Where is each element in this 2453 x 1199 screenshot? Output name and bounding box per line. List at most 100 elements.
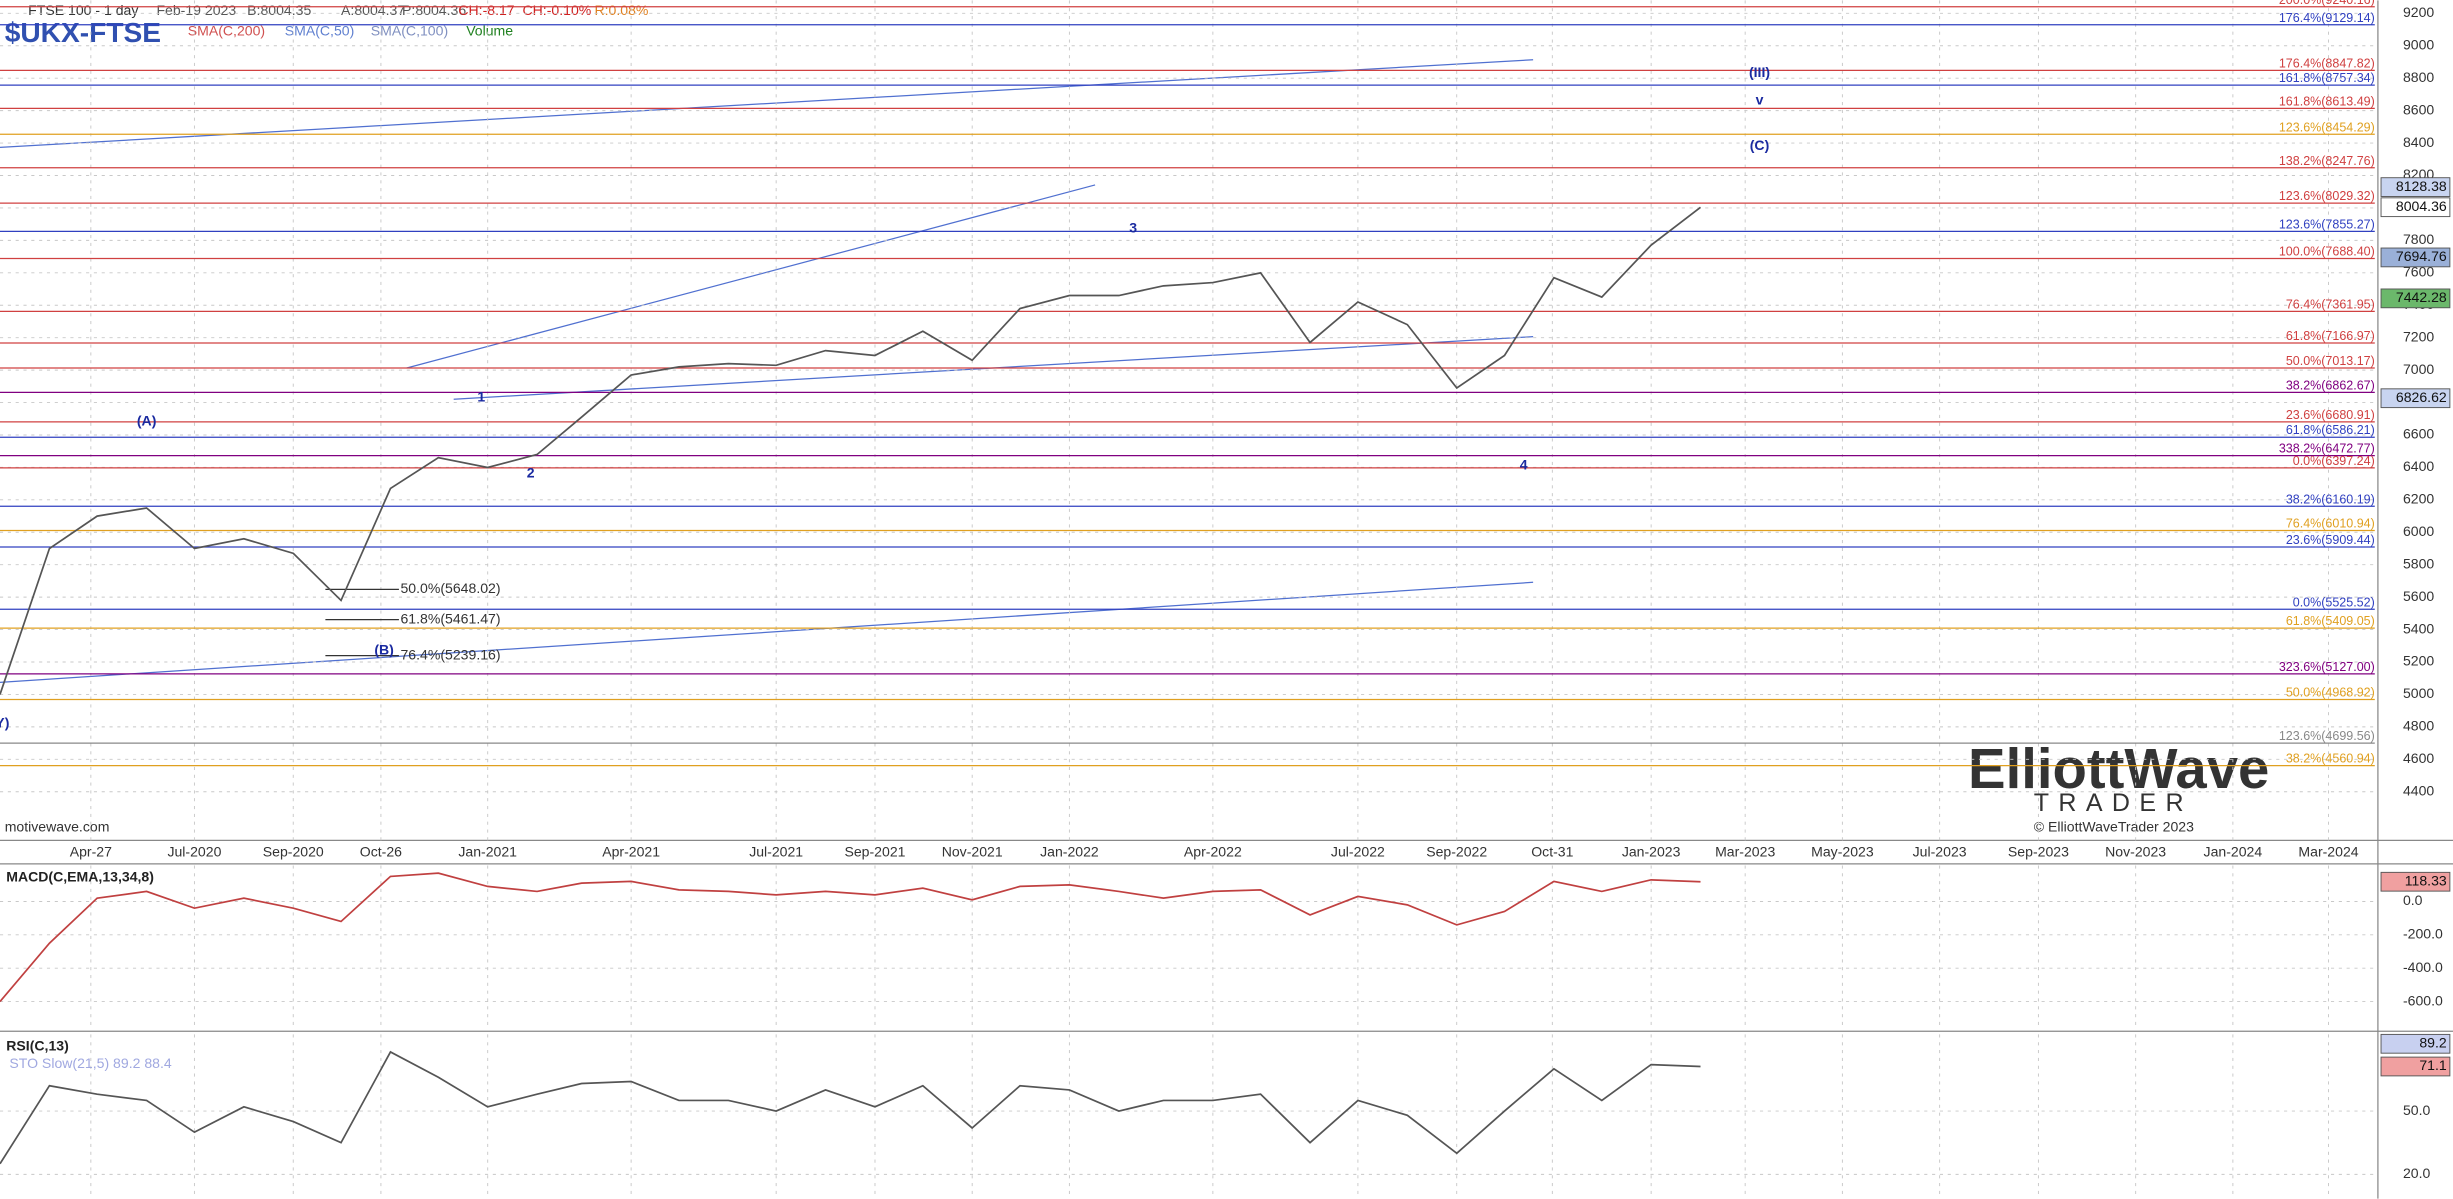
series-line — [0, 206, 1702, 695]
y-tick-label: 5400 — [2403, 620, 2434, 636]
fib-label: 0.0%(6397.24) — [2293, 454, 2375, 468]
y-tick-label: 8800 — [2403, 69, 2434, 85]
fib-label: 0.0%(5525.52) — [2293, 595, 2375, 609]
trend-line — [0, 581, 1534, 684]
fib-label: 200.0%(9240.16) — [2279, 0, 2375, 7]
date: Feb-19 2023 — [156, 2, 236, 18]
fib-label: 123.6%(4699.56) — [2279, 729, 2375, 743]
trend-line — [406, 184, 1096, 369]
fib-label: 23.6%(5909.44) — [2286, 533, 2375, 547]
range: R:0.08% — [594, 2, 648, 18]
wave-label: (III) — [1749, 64, 1770, 80]
retracement-label: 76.4%(5239.16) — [400, 646, 500, 662]
wave-label: 2 — [527, 465, 535, 481]
y-tick-label: 50.0 — [2403, 1102, 2431, 1118]
x-tick-label: Sep-2021 — [844, 844, 905, 860]
price-marker-label: 6826.62 — [2396, 389, 2447, 405]
copyright: © ElliottWaveTrader 2023 — [2034, 819, 2194, 835]
price-marker — [2380, 288, 2451, 309]
study: SMA(C,200) — [188, 22, 265, 38]
x-tick-label: Sep-2022 — [1426, 844, 1487, 860]
price-marker-label: 8128.38 — [2396, 178, 2447, 194]
fib-label: 61.8%(5409.05) — [2286, 614, 2375, 628]
value-marker-label: 89.2 — [2419, 1035, 2447, 1051]
y-tick-label: 6600 — [2403, 426, 2434, 442]
y-tick-label: 6000 — [2403, 523, 2434, 539]
value-marker — [2380, 1056, 2451, 1077]
x-tick-label: Jan-2023 — [1622, 844, 1681, 860]
fib-label: 100.0%(7688.40) — [2279, 244, 2375, 258]
wave-label: (C) — [1750, 137, 1770, 153]
y-tick-label: 4800 — [2403, 718, 2434, 734]
fib-label: 176.4%(8847.82) — [2279, 56, 2375, 70]
fib-label: 123.6%(8454.29) — [2279, 120, 2375, 134]
wave-label: (Y) — [0, 714, 9, 730]
y-tick-label: 5200 — [2403, 653, 2434, 669]
y-tick-label: 20.0 — [2403, 1165, 2431, 1181]
x-tick-label: Nov-2021 — [942, 844, 1003, 860]
x-tick-label: Sep-2020 — [263, 844, 324, 860]
value-marker — [2380, 871, 2451, 892]
y-tick-label: 7800 — [2403, 231, 2434, 247]
fib-label: 61.8%(6586.21) — [2286, 423, 2375, 437]
y-tick-label: 9200 — [2403, 4, 2434, 20]
fib-label: 338.2%(6472.77) — [2279, 442, 2375, 456]
y-tick-label: -600.0 — [2403, 992, 2443, 1008]
y-tick-label: 6200 — [2403, 491, 2434, 507]
fib-label: 123.6%(7855.27) — [2279, 217, 2375, 231]
change-pct: CH:-0.10% — [523, 2, 592, 18]
source: motivewave.com — [5, 819, 110, 835]
value-marker-label: 71.1 — [2419, 1057, 2447, 1073]
y-tick-label: -400.0 — [2403, 959, 2443, 975]
fib-label: 38.2%(4560.94) — [2286, 752, 2375, 766]
logo-bottom: TRADER — [2034, 789, 2193, 817]
retracement-label: 50.0%(5648.02) — [400, 580, 500, 596]
x-tick-label: Jan-2024 — [2204, 844, 2263, 860]
x-tick-label: Apr-2022 — [1184, 844, 1242, 860]
logo-top: ElliottWave — [1968, 737, 2269, 800]
wave-label: 3 — [1129, 220, 1137, 236]
price-marker — [2380, 388, 2451, 409]
price-marker — [2380, 197, 2451, 218]
ask: A:8004.37 — [341, 2, 405, 18]
y-tick-label: 8600 — [2403, 101, 2434, 117]
retracement-label: 61.8%(5461.47) — [400, 610, 500, 626]
y-tick-label: 9000 — [2403, 36, 2434, 52]
fib-label: 161.8%(8757.34) — [2279, 71, 2375, 85]
ticker: $UKX-FTSE — [5, 17, 161, 48]
fib-label: 176.4%(9129.14) — [2279, 11, 2375, 25]
series-line — [0, 872, 1701, 1003]
wave-label: (B) — [374, 641, 394, 657]
change: CH:-8.17 — [458, 2, 514, 18]
x-tick-label: Apr-2021 — [602, 844, 660, 860]
x-tick-label: Jul-2022 — [1331, 844, 1385, 860]
fib-label: 323.6%(5127.00) — [2279, 660, 2375, 674]
trend-line — [0, 59, 1534, 149]
study: SMA(C,100) — [371, 22, 448, 38]
fib-label: 23.6%(6680.91) — [2286, 408, 2375, 422]
x-tick-label: Jul-2020 — [167, 844, 221, 860]
panel-title: MACD(C,EMA,13,34,8) — [6, 869, 154, 885]
y-tick-label: 7600 — [2403, 264, 2434, 280]
price-marker — [2380, 177, 2451, 197]
y-tick-label: 6400 — [2403, 458, 2434, 474]
fib-label: 50.0%(4968.92) — [2286, 686, 2375, 700]
bid: B:8004.35 — [247, 2, 311, 18]
wave-label: (A) — [137, 413, 157, 429]
y-tick-label: 4400 — [2403, 782, 2434, 798]
value-marker — [2380, 1033, 2451, 1054]
value-marker-label: 118.33 — [2405, 872, 2447, 888]
fib-label: 61.8%(7166.97) — [2286, 329, 2375, 343]
price-marker — [2380, 247, 2451, 268]
y-tick-label: 7200 — [2403, 328, 2434, 344]
x-tick-label: Jul-2021 — [749, 844, 803, 860]
study: SMA(C,50) — [285, 22, 355, 38]
x-tick-label: Oct-26 — [360, 844, 402, 860]
y-tick-label: 7000 — [2403, 361, 2434, 377]
fib-label: 123.6%(8029.32) — [2279, 189, 2375, 203]
y-tick-label: 5600 — [2403, 588, 2434, 604]
x-tick-label: Jul-2023 — [1913, 844, 1967, 860]
